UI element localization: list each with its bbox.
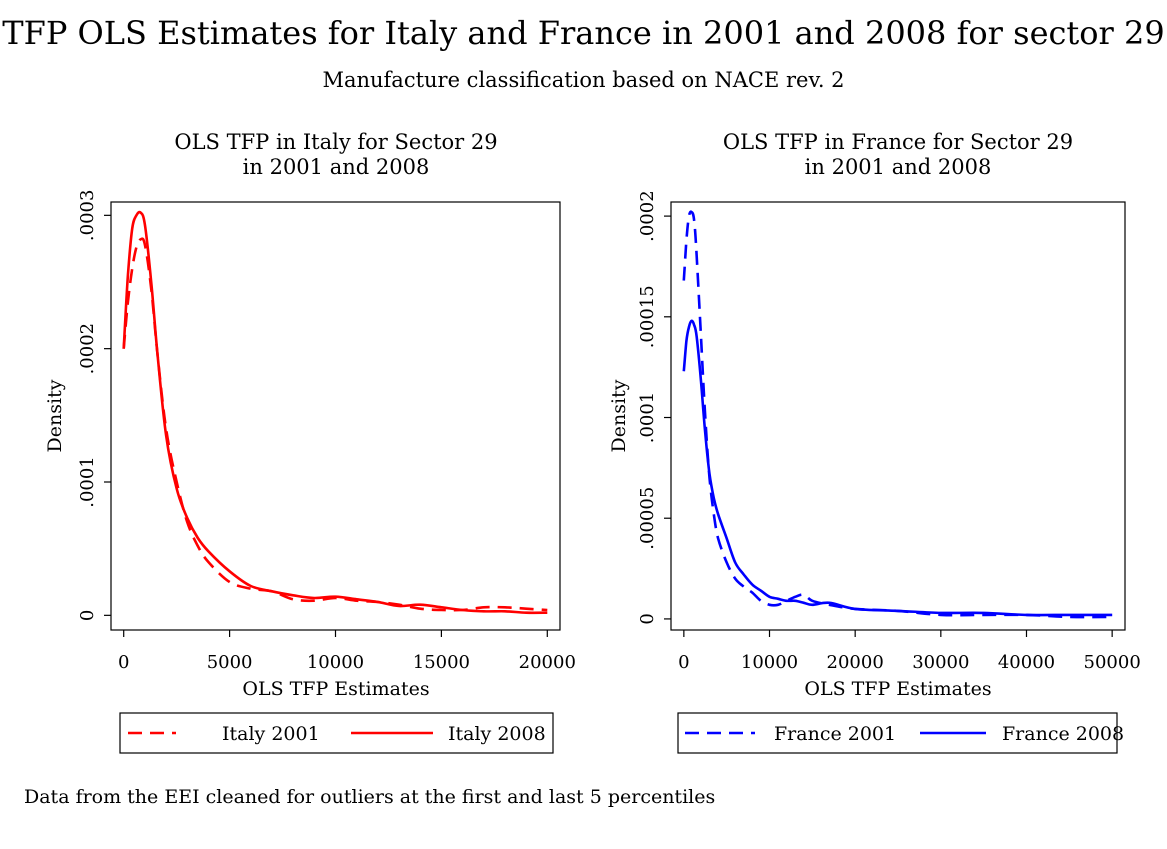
legend-label: France 2001: [774, 723, 896, 745]
chart-title-line: in 2001 and 2008: [243, 155, 430, 179]
x-axis-label: OLS TFP Estimates: [242, 678, 429, 700]
x-tick-label: 15000: [413, 652, 470, 673]
x-tick-label: 0: [118, 652, 129, 673]
legend-label: France 2008: [1002, 723, 1124, 745]
x-tick-label: 30000: [912, 652, 969, 673]
x-tick-label: 40000: [998, 652, 1055, 673]
x-axis-label: OLS TFP Estimates: [804, 678, 991, 700]
footnote: Data from the EEI cleaned for outliers a…: [24, 786, 716, 808]
y-tick-label: .00015: [637, 285, 658, 348]
y-tick-label: 0: [77, 610, 98, 621]
x-tick-label: 0: [678, 652, 689, 673]
legend-label: Italy 2001: [222, 723, 320, 745]
y-tick-label: .0001: [637, 392, 658, 444]
y-axis-label: Density: [44, 379, 66, 452]
y-tick-label: .00005: [637, 487, 658, 550]
series-line-france-2008: [682, 319, 1113, 617]
y-tick-label: .0001: [77, 456, 98, 508]
x-tick-label: 10000: [307, 652, 364, 673]
y-axis-label: Density: [608, 379, 630, 452]
x-tick-label: 10000: [741, 652, 798, 673]
y-tick-label: .0002: [637, 190, 658, 242]
x-tick-label: 50000: [1084, 652, 1141, 673]
legend-box: [119, 712, 554, 754]
page-title: TFP OLS Estimates for Italy and France i…: [2, 14, 1165, 52]
x-tick-label: 20000: [827, 652, 884, 673]
page-subtitle: Manufacture classification based on NACE…: [322, 68, 845, 92]
y-tick-label: .0002: [77, 323, 98, 375]
plot-frame: [670, 201, 1126, 631]
series-line-italy-2001: [122, 237, 548, 612]
chart-title-line: OLS TFP in France for Sector 29: [723, 130, 1073, 154]
chart-title-line: OLS TFP in Italy for Sector 29: [174, 130, 497, 154]
y-tick-label: 0: [637, 613, 658, 624]
y-tick-label: .0003: [77, 190, 98, 242]
legend-label: Italy 2008: [448, 723, 546, 745]
x-tick-label: 5000: [207, 652, 253, 673]
chart-title-line: in 2001 and 2008: [805, 155, 992, 179]
x-tick-label: 20000: [519, 652, 576, 673]
series-line-france-2001: [682, 210, 1113, 619]
series-line-italy-2008: [122, 210, 548, 615]
